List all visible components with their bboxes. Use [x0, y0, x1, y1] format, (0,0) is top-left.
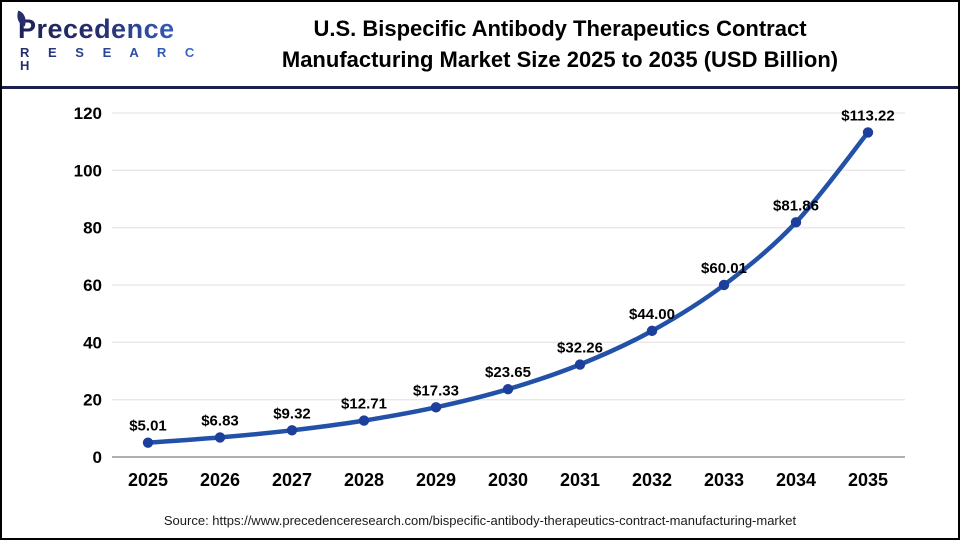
data-point [214, 432, 226, 443]
x-tick-label: 2030 [488, 470, 528, 490]
data-point-label: $81.86 [773, 197, 819, 214]
data-point [574, 359, 586, 370]
x-tick-label: 2035 [848, 470, 888, 490]
data-point-label: $17.33 [413, 382, 459, 399]
data-point-label: $6.83 [201, 412, 239, 429]
x-tick-label: 2028 [344, 470, 384, 490]
brand-name: Precedence [18, 16, 222, 43]
x-tick-label: 2026 [200, 470, 240, 490]
x-tick-label: 2033 [704, 470, 744, 490]
data-point-label: $113.22 [841, 107, 894, 124]
data-point-label: $44.00 [629, 306, 675, 323]
data-point-label: $12.71 [341, 396, 387, 413]
trend-line [145, 130, 871, 445]
data-point-label: $5.01 [129, 418, 167, 435]
y-tick-label: 60 [83, 276, 102, 295]
y-tick-label: 20 [83, 391, 102, 410]
brand-logo: Precedence R E S E A R C H [2, 10, 222, 72]
chart-title-line1: U.S. Bispecific Antibody Therapeutics Co… [313, 16, 807, 41]
data-point [142, 437, 154, 448]
y-tick-label: 100 [74, 161, 102, 180]
data-point [358, 415, 370, 426]
data-point-label: $60.01 [701, 260, 747, 277]
y-tick-label: 0 [93, 448, 102, 467]
data-point [502, 384, 514, 395]
x-tick-label: 2031 [560, 470, 600, 490]
x-tick-label: 2027 [272, 470, 312, 490]
data-point [718, 279, 730, 291]
x-tick-label: 2029 [416, 470, 456, 490]
data-point [790, 217, 802, 228]
header: Precedence R E S E A R C H U.S. Bispecif… [2, 2, 958, 89]
chart-title-line2: Manufacturing Market Size 2025 to 2035 (… [281, 47, 839, 72]
line-chart: 0 20 40 60 80 100 120 2025 2026 2027 2028 2029 2030 2… [74, 104, 905, 490]
data-point-label: $32.26 [557, 340, 603, 357]
page-title: U.S. Bispecific Antibody Therapeutics Co… [222, 13, 958, 75]
data-point-label: $9.32 [273, 405, 311, 422]
source-note: Source: https://www.precedenceresearch.c… [163, 513, 797, 528]
x-tick-label: 2032 [632, 470, 672, 490]
data-point-label: $23.65 [485, 364, 531, 381]
y-tick-label: 80 [83, 219, 102, 238]
y-tick-label: 120 [74, 104, 102, 123]
brand-subname: R E S E A R C H [18, 46, 222, 72]
data-point [286, 425, 298, 436]
chart-area: 0 20 40 60 80 100 120 2025 2026 2027 2028 2029 2030 2… [2, 89, 958, 512]
x-tick-label: 2025 [128, 470, 168, 490]
x-tick-label: 2034 [776, 470, 816, 490]
y-tick-label: 40 [83, 333, 102, 352]
data-point [430, 402, 442, 413]
data-point [862, 127, 874, 138]
data-point [646, 325, 658, 337]
